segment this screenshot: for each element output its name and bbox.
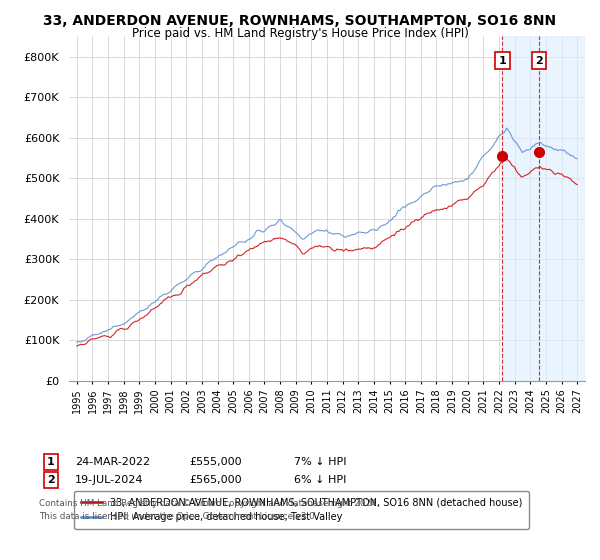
Text: 7% ↓ HPI: 7% ↓ HPI [294, 457, 347, 467]
Text: 33, ANDERDON AVENUE, ROWNHAMS, SOUTHAMPTON, SO16 8NN: 33, ANDERDON AVENUE, ROWNHAMS, SOUTHAMPT… [43, 14, 557, 28]
Text: £565,000: £565,000 [189, 475, 242, 485]
Text: 24-MAR-2022: 24-MAR-2022 [75, 457, 150, 467]
Legend: 33, ANDERDON AVENUE, ROWNHAMS, SOUTHAMPTON, SO16 8NN (detached house), HPI: Aver: 33, ANDERDON AVENUE, ROWNHAMS, SOUTHAMPT… [74, 491, 529, 529]
Text: 19-JUL-2024: 19-JUL-2024 [75, 475, 143, 485]
Text: £555,000: £555,000 [189, 457, 242, 467]
Text: 1: 1 [499, 55, 506, 66]
Text: This data is licensed under the Open Government Licence v3.0.: This data is licensed under the Open Gov… [39, 512, 317, 521]
Text: 1: 1 [47, 457, 55, 467]
Text: 2: 2 [535, 55, 543, 66]
Bar [502, 36, 585, 381]
Text: Contains HM Land Registry data © Crown copyright and database right 2024.: Contains HM Land Registry data © Crown c… [39, 500, 379, 508]
Text: 2: 2 [47, 475, 55, 485]
Text: 6% ↓ HPI: 6% ↓ HPI [294, 475, 346, 485]
Text: Price paid vs. HM Land Registry's House Price Index (HPI): Price paid vs. HM Land Registry's House … [131, 27, 469, 40]
